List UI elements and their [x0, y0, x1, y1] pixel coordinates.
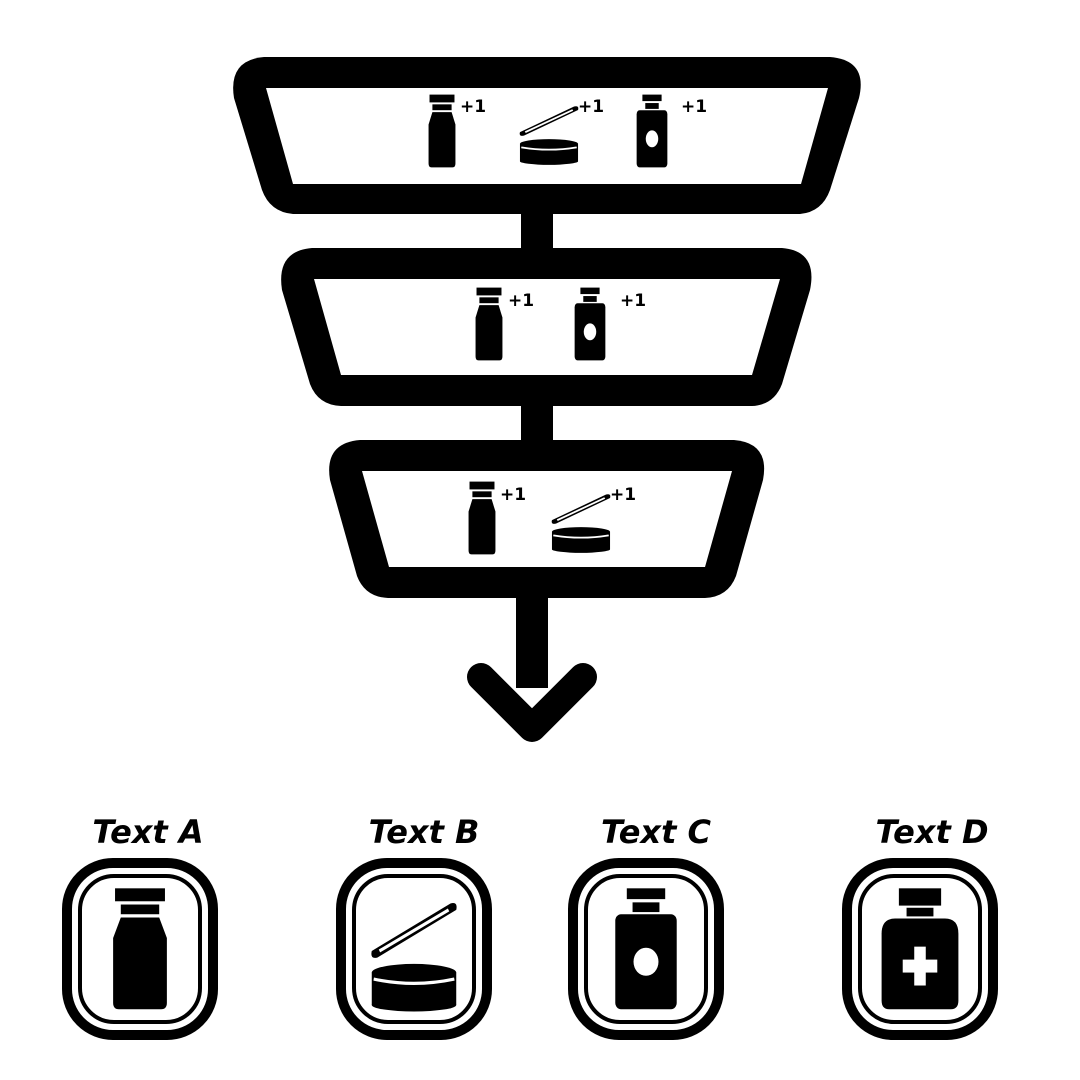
bonus-label: +1	[610, 485, 636, 505]
tier-1-item-2: +1	[519, 97, 604, 165]
bottle-icon	[428, 94, 456, 168]
round-label-bottle-icon	[636, 94, 668, 168]
connector-1-2	[521, 212, 553, 250]
funnel-tier-3	[329, 440, 765, 598]
legend-label: Text A	[92, 813, 203, 851]
bonus-label: +1	[620, 291, 646, 311]
tier-3-item-2: +1	[551, 485, 636, 553]
tier-1-item-1: +1	[428, 94, 486, 168]
jar-icon	[371, 903, 457, 1012]
round-label-bottle-icon	[574, 287, 606, 361]
legend-item-d: Text D	[842, 813, 998, 1040]
legend-label: Text B	[369, 813, 480, 851]
bonus-label: +1	[578, 97, 604, 117]
output-arrow-icon	[467, 596, 597, 742]
tier-2-item-2: +1	[574, 287, 646, 361]
legend-label: Text D	[875, 813, 988, 851]
bottle-icon	[113, 888, 167, 1010]
legend-item-a: Text A	[62, 813, 218, 1040]
tier-3-item-1: +1	[468, 481, 526, 555]
tier-2-item-1: +1	[475, 287, 534, 361]
legend-label: Text C	[601, 813, 711, 851]
bottle-icon	[468, 481, 496, 555]
funnel-tier-2	[281, 248, 812, 406]
legend-item-b: Text B	[336, 813, 492, 1040]
legend-item-c: Text C	[568, 813, 724, 1040]
bonus-label: +1	[460, 97, 486, 117]
medicine-bottle-icon	[881, 888, 959, 1010]
bonus-label: +1	[508, 291, 534, 311]
bottle-icon	[475, 287, 503, 361]
bonus-label: +1	[500, 485, 526, 505]
round-label-bottle-icon	[615, 888, 677, 1010]
funnel-tier-1	[233, 57, 861, 214]
tier-1-item-3: +1	[636, 94, 707, 168]
connector-2-3	[521, 404, 553, 442]
jar-icon	[519, 106, 579, 165]
bonus-label: +1	[681, 97, 707, 117]
jar-icon	[551, 494, 611, 553]
